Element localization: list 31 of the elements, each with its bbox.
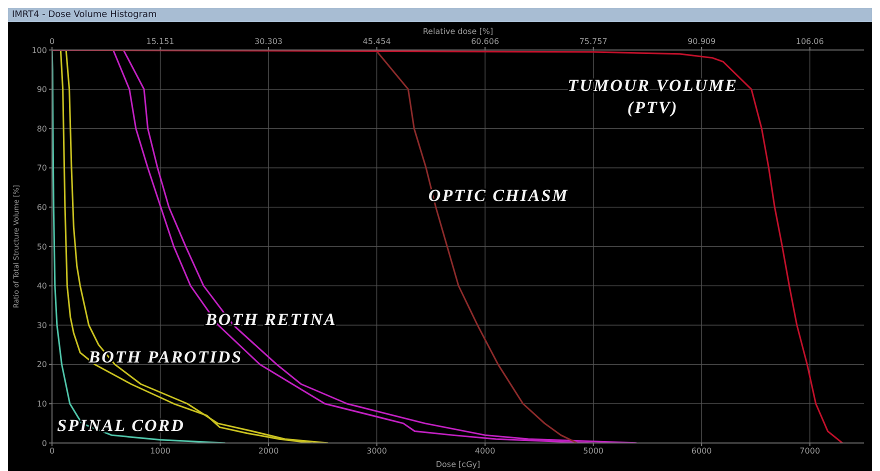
y-tick-label: 90 [36, 85, 47, 94]
x-tick-label: 4000 [474, 446, 496, 456]
x2-axis-title: Relative dose [%] [422, 27, 494, 36]
x-tick-label: 6000 [691, 446, 712, 456]
x2-tick-label: 90.909 [688, 37, 716, 46]
y-tick-label: 20 [36, 360, 47, 370]
x2-tick-label: 15.151 [146, 37, 174, 46]
x-tick-label: 7000 [800, 446, 820, 456]
y-tick-label: 10 [36, 400, 47, 409]
x2-tick-label: 106.06 [796, 37, 824, 46]
x2-tick-label: 45.454 [362, 37, 391, 46]
chart-title: IMRT4 - Dose Volume Histogram [8, 8, 872, 22]
y-tick-label: 70 [36, 164, 47, 173]
y-tick-label: 0 [42, 438, 47, 448]
x-tick-label: 5000 [583, 446, 604, 456]
x-tick-label: 1000 [150, 446, 170, 456]
y-tick-label: 100 [32, 46, 47, 55]
x2-tick-label: 0 [49, 37, 55, 46]
x-tick-label: 2000 [258, 446, 279, 456]
x-tick-label: 0 [49, 446, 55, 456]
x-tick-label: 3000 [366, 446, 387, 456]
x-axis-title: Dose [cGy] [436, 460, 480, 469]
y-tick-label: 60 [36, 203, 47, 212]
y-tick-label: 40 [36, 282, 47, 291]
x2-tick-label: 75.757 [579, 37, 608, 46]
annotation: TUMOUR VOLUME (PTV) [568, 76, 738, 118]
x2-tick-label: 60.606 [471, 37, 500, 46]
y-tick-label: 30 [36, 320, 47, 330]
y-tick-label: 80 [36, 124, 47, 134]
y-tick-label: 50 [36, 242, 47, 252]
x2-tick-label: 30.303 [254, 37, 283, 46]
